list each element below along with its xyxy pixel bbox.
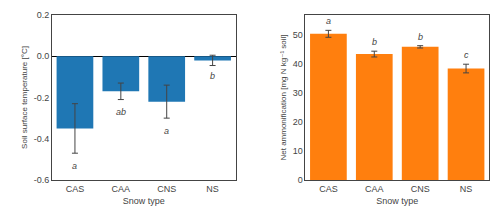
svg-text:Snow type: Snow type: [123, 196, 165, 206]
svg-text:50: 50: [293, 30, 303, 40]
svg-text:0.0: 0.0: [37, 51, 50, 61]
svg-text:30: 30: [293, 88, 303, 98]
svg-text:CAA: CAA: [365, 184, 384, 194]
svg-text:NS: NS: [206, 184, 219, 194]
svg-text:b: b: [418, 32, 423, 42]
svg-text:-0.6: -0.6: [34, 175, 50, 185]
svg-text:Soil surface temperature [°C]: Soil surface temperature [°C]: [20, 46, 29, 149]
svg-text:b: b: [210, 71, 215, 81]
svg-text:NS: NS: [460, 184, 473, 194]
svg-text:CNS: CNS: [411, 184, 430, 194]
svg-text:a: a: [326, 16, 331, 26]
svg-text:40: 40: [293, 59, 303, 69]
svg-text:c: c: [464, 50, 469, 60]
svg-text:CAS: CAS: [319, 184, 338, 194]
svg-text:0: 0: [298, 175, 303, 185]
svg-text:CNS: CNS: [157, 184, 176, 194]
svg-text:CAA: CAA: [112, 184, 131, 194]
svg-text:-0.4: -0.4: [34, 134, 50, 144]
svg-text:10: 10: [293, 146, 303, 156]
svg-text:a: a: [72, 161, 77, 171]
svg-text:b: b: [372, 37, 377, 47]
svg-text:20: 20: [293, 117, 303, 127]
svg-text:CAS: CAS: [66, 184, 85, 194]
svg-text:Snow type: Snow type: [376, 196, 418, 206]
svg-text:a: a: [164, 126, 169, 136]
svg-text:Net ammonification [mg N kg⁻¹: Net ammonification [mg N kg⁻¹ soil]: [279, 34, 288, 160]
svg-text:-0.2: -0.2: [34, 93, 50, 103]
svg-text:ab: ab: [116, 107, 126, 117]
svg-text:0.2: 0.2: [37, 10, 50, 20]
